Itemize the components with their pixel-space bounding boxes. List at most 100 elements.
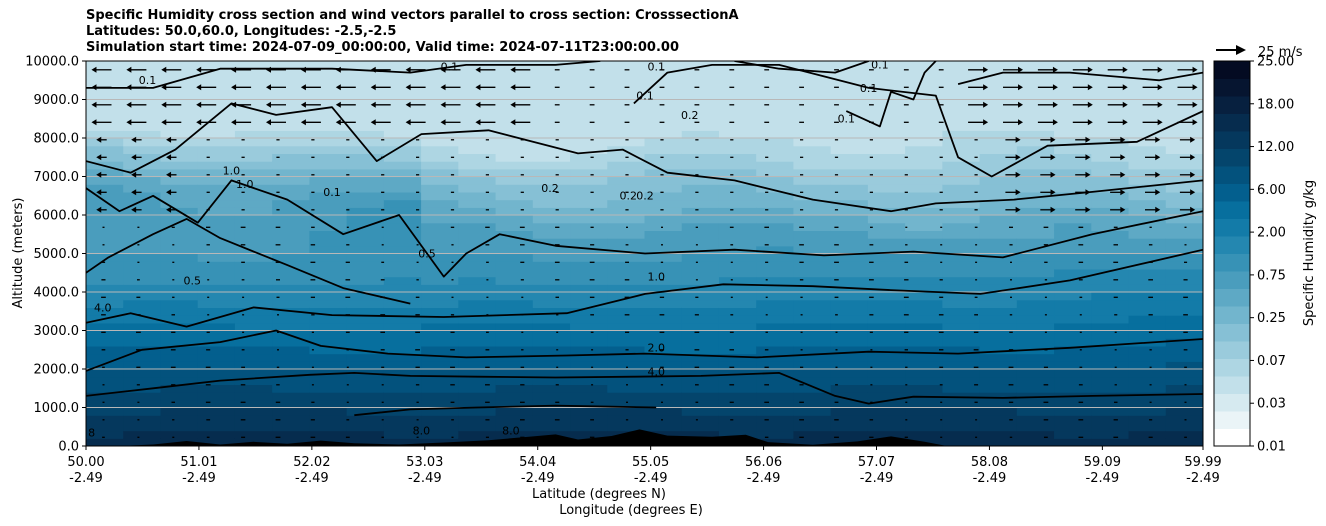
field-cell [383, 76, 422, 85]
field-cell [942, 392, 981, 401]
field-cell [644, 222, 683, 231]
field-cell [234, 215, 273, 224]
field-cell [1128, 222, 1167, 231]
field-cell [383, 91, 422, 101]
wind-vector-head-icon [1190, 154, 1196, 161]
field-cell [309, 199, 348, 208]
field-cell [570, 299, 608, 308]
field-cell [1054, 315, 1092, 324]
wind-vector-head-icon [1120, 136, 1126, 143]
field-cell [681, 261, 720, 270]
field-cell [1016, 122, 1055, 131]
field-cell [830, 299, 869, 308]
field-cell [197, 284, 236, 293]
x-tick-label-lon: -2.49 [521, 471, 555, 486]
field-cell [607, 245, 646, 255]
field-cell [86, 430, 124, 439]
field-cell [644, 161, 683, 170]
field-cell [793, 392, 832, 401]
field-cell [495, 245, 534, 255]
field-cell [86, 91, 124, 101]
wind-vector-head-icon [983, 66, 989, 73]
field-cell [718, 138, 757, 147]
field-cell [532, 407, 571, 416]
field-cell [979, 268, 1018, 278]
field-cell [86, 407, 124, 416]
field-cell [197, 145, 236, 154]
field-cell [495, 361, 534, 370]
field-cell [793, 76, 832, 85]
wind-vector-head-icon [196, 66, 202, 73]
field-cell [160, 322, 199, 332]
field-cell [570, 107, 608, 116]
wind-vector-head-icon [405, 101, 411, 108]
field-cell [793, 422, 832, 432]
field-cell [86, 138, 124, 147]
field-cell [421, 345, 459, 355]
field-cell [607, 307, 646, 316]
field-cell [830, 276, 869, 285]
field-cell [1054, 338, 1092, 347]
field-cell [607, 392, 646, 401]
field-cell [234, 299, 273, 308]
field-cell [793, 315, 832, 324]
field-cell [309, 315, 348, 324]
field-cell [86, 284, 124, 293]
field-cell [756, 130, 795, 139]
field-cell [458, 207, 497, 216]
field-cell [756, 392, 795, 401]
field-cell [905, 361, 943, 370]
field-cell [1054, 299, 1092, 308]
field-cell [1165, 138, 1203, 147]
wind-vector-head-icon [161, 101, 167, 108]
field-cell [346, 215, 385, 224]
field-cell [86, 230, 124, 239]
field-cell [532, 138, 571, 147]
field-cell [607, 299, 646, 308]
field-cell [718, 422, 757, 432]
field-cell [383, 184, 422, 193]
field-cell [644, 353, 683, 362]
field-cell [1091, 130, 1130, 139]
field-cell [272, 191, 310, 201]
field-cell [532, 84, 571, 93]
field-cell [1091, 215, 1130, 224]
field-cell [1016, 230, 1055, 239]
field-cell [867, 292, 906, 301]
field-cell [421, 184, 459, 193]
field-cell [86, 207, 124, 216]
field-cell [867, 138, 906, 147]
field-cell [234, 122, 273, 131]
field-cell [681, 191, 720, 201]
field-cell [495, 153, 534, 162]
y-tick-label: 9000.0 [34, 93, 80, 108]
field-cell [718, 315, 757, 324]
field-cell [1016, 245, 1055, 255]
chart-title-line-3: Simulation start time: 2024-07-09_00:00:… [86, 40, 679, 55]
field-cell [86, 253, 124, 262]
field-cell [123, 430, 162, 439]
field-cell [86, 261, 124, 270]
field-cell [905, 145, 943, 154]
field-cell [123, 376, 162, 385]
field-cell [123, 315, 162, 324]
field-cell [421, 415, 459, 424]
contour-label: 0.1 [206, 51, 224, 64]
field-cell [979, 430, 1018, 439]
field-cell [1016, 430, 1055, 439]
field-cell [1016, 376, 1055, 385]
field-cell [570, 176, 608, 185]
field-cell [756, 438, 795, 446]
field-cell [905, 422, 943, 432]
wind-vector-head-icon [91, 119, 97, 126]
field-cell [718, 161, 757, 170]
field-cell [644, 292, 683, 301]
field-cell [830, 315, 869, 324]
field-cell [309, 176, 348, 185]
field-cell [234, 168, 273, 178]
field-cell [458, 153, 497, 162]
field-cell [160, 276, 199, 285]
field-cell [197, 422, 236, 432]
field-cell [607, 122, 646, 131]
field-cell [86, 68, 124, 77]
